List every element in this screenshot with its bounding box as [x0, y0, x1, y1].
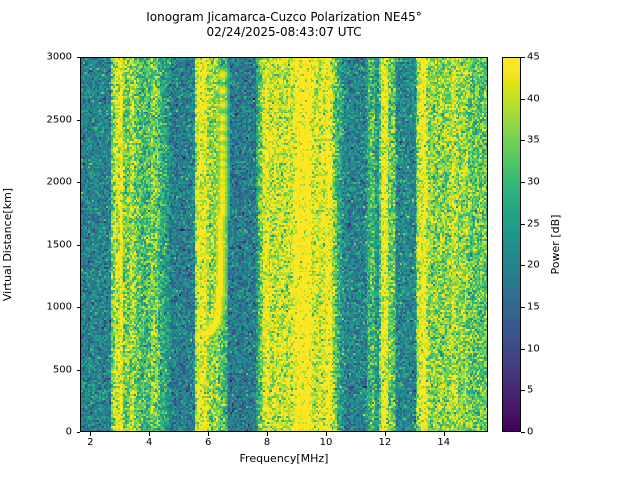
- title-line-1: Ionogram Jicamarca-Cuzco Polarization NE…: [146, 10, 422, 24]
- colorbar-tick-label: 45: [527, 51, 540, 63]
- colorbar-tick-label: 40: [527, 93, 540, 105]
- x-tick-label: 8: [263, 437, 271, 448]
- colorbar-tick-label: 0: [527, 426, 534, 438]
- y-tick-label: 1500: [46, 239, 72, 250]
- colorbar-tick: [521, 223, 525, 225]
- x-tick: [208, 432, 210, 436]
- y-tick: [76, 369, 80, 371]
- y-tick: [76, 119, 80, 121]
- y-tick: [76, 432, 80, 433]
- colorbar-tick: [521, 265, 525, 267]
- x-tick-label: 10: [319, 437, 333, 448]
- x-tick: [443, 432, 445, 436]
- colorbar: [502, 57, 521, 432]
- x-tick: [149, 432, 151, 436]
- x-tick: [90, 432, 92, 436]
- y-axis-label: Virtual Distance[km]: [1, 187, 14, 302]
- colorbar-tick: [521, 140, 525, 142]
- colorbar-tick: [521, 348, 525, 350]
- x-tick: [267, 432, 269, 436]
- x-tick: [325, 432, 327, 436]
- y-tick-label: 2500: [46, 114, 72, 125]
- colorbar-label: Power [dB]: [549, 214, 562, 275]
- y-tick: [76, 182, 80, 183]
- colorbar-tick-label: 25: [527, 218, 540, 230]
- y-tick: [76, 307, 80, 308]
- ionogram-heatmap-canvas: [81, 58, 487, 431]
- colorbar-tick-label: 20: [527, 259, 540, 271]
- y-tick-label: 500: [52, 364, 72, 375]
- colorbar-tick-label: 10: [527, 343, 540, 355]
- y-tick-label: 3000: [46, 51, 72, 63]
- x-tick-label: 12: [378, 437, 392, 448]
- y-tick-label: 2000: [46, 176, 72, 188]
- colorbar-tick: [521, 307, 525, 308]
- figure-title: Ionogram Jicamarca-Cuzco Polarization NE…: [80, 10, 488, 40]
- colorbar-tick: [521, 98, 525, 100]
- ionogram-plot-area: [80, 57, 488, 432]
- x-tick-label: 2: [87, 437, 94, 448]
- x-tick: [384, 432, 386, 436]
- x-tick-label: 4: [146, 437, 153, 448]
- colorbar-gradient-canvas: [503, 58, 520, 431]
- colorbar-tick-label: 15: [527, 301, 540, 313]
- y-tick: [76, 57, 80, 58]
- colorbar-tick-label: 5: [527, 384, 534, 396]
- colorbar-tick-label: 30: [527, 176, 540, 188]
- colorbar-tick: [521, 182, 525, 183]
- x-axis-label: Frequency[MHz]: [239, 452, 329, 465]
- colorbar-tick-label: 35: [527, 134, 540, 146]
- colorbar-tick: [521, 57, 525, 58]
- title-line-2: 02/24/2025-08:43:07 UTC: [206, 25, 362, 39]
- colorbar-tick: [521, 432, 525, 433]
- y-tick-label: 0: [65, 426, 72, 438]
- y-tick: [76, 244, 80, 246]
- x-tick-label: 14: [437, 437, 451, 448]
- colorbar-tick: [521, 390, 525, 392]
- x-tick-label: 6: [204, 437, 212, 448]
- y-tick-label: 1000: [46, 301, 72, 313]
